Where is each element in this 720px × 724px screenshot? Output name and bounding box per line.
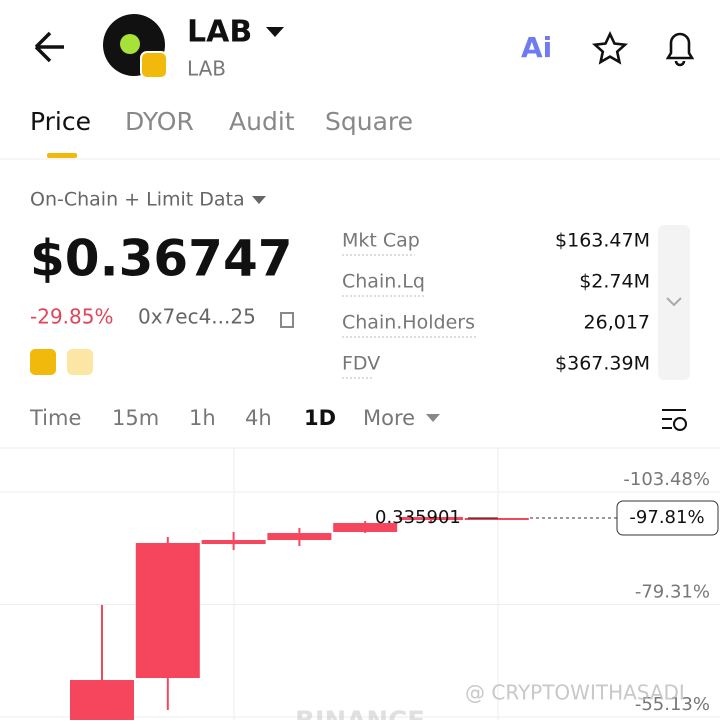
stat-label: Chain.Holders xyxy=(342,312,475,334)
interval[interactable]: 1D xyxy=(304,406,336,430)
interval[interactable]: More xyxy=(363,406,415,430)
source-caret xyxy=(252,196,266,204)
data-source[interactable]: On-Chain + Limit Data xyxy=(30,189,245,211)
interval[interactable]: 1h xyxy=(189,406,216,430)
last-price-label: 0.335901 xyxy=(375,507,461,528)
stat-label: Mkt Cap xyxy=(342,230,420,252)
token-title[interactable]: LAB xyxy=(187,15,252,50)
chevron xyxy=(666,297,682,307)
candle-body xyxy=(135,542,200,679)
candle-body xyxy=(333,523,398,533)
tab[interactable]: Price xyxy=(30,107,91,136)
tab[interactable]: Audit xyxy=(229,107,295,136)
stat-value: $163.47M xyxy=(555,230,650,252)
current-label: -97.81% xyxy=(629,507,704,528)
candle-body xyxy=(464,518,529,521)
current-tag xyxy=(616,500,719,536)
badge xyxy=(30,349,56,375)
tab[interactable]: DYOR xyxy=(125,107,194,136)
y-tick-label: -55.13% xyxy=(635,694,710,715)
expand-panel[interactable] xyxy=(658,225,690,380)
stat-value: 26,017 xyxy=(584,312,650,334)
back-button[interactable] xyxy=(34,31,64,63)
watermark: BINANCE xyxy=(295,707,425,721)
logo-flask xyxy=(120,34,140,54)
interval[interactable]: 15m xyxy=(112,406,159,430)
tab[interactable]: Square xyxy=(325,107,413,136)
interval[interactable]: 4h xyxy=(245,406,272,430)
more-caret xyxy=(426,414,440,422)
tab-indicator xyxy=(47,153,77,158)
y-tick-label: -79.31% xyxy=(635,582,710,603)
stat-label: Chain.Lq xyxy=(342,271,425,293)
candle-body xyxy=(399,517,463,521)
badge xyxy=(67,349,93,375)
interval: Time xyxy=(29,406,81,430)
stat-label: FDV xyxy=(342,353,380,375)
y-tick-label: -103.48% xyxy=(623,469,710,490)
chain-badge xyxy=(140,51,168,79)
price: $0.36747 xyxy=(30,230,293,288)
chart-settings-icon xyxy=(673,417,687,431)
token-subtitle: LAB xyxy=(187,57,226,81)
price-change: -29.85% xyxy=(30,305,113,329)
candle-body xyxy=(70,680,134,720)
dropdown-caret[interactable] xyxy=(266,27,284,37)
candle-body xyxy=(201,540,266,545)
chart-settings[interactable] xyxy=(662,409,686,429)
watermark: @ CRYPTOWITHASADI xyxy=(465,681,685,705)
stat-value: $367.39M xyxy=(555,353,650,375)
candle-body xyxy=(267,533,332,541)
notification-button[interactable] xyxy=(665,32,695,67)
ai-button[interactable]: Ai xyxy=(521,31,552,64)
copy-button[interactable] xyxy=(280,312,294,328)
favorite-button[interactable] xyxy=(591,30,629,65)
contract-address: 0x7ec4...25 xyxy=(138,305,256,329)
stat-value: $2.74M xyxy=(579,271,650,293)
